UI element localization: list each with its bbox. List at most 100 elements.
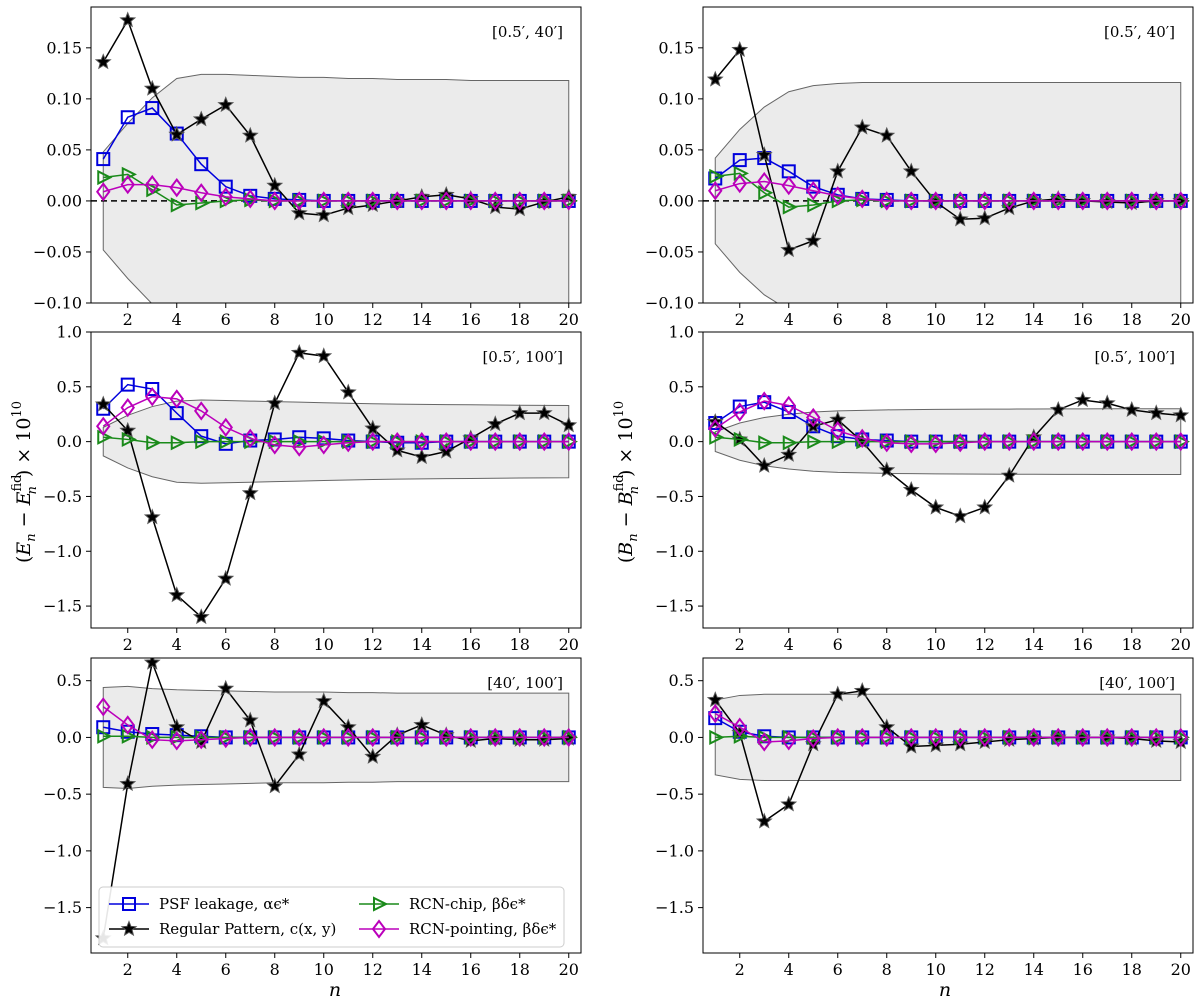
series-line-point [714,712,1181,743]
marker-point-9 [904,191,919,211]
marker-chip-4 [782,199,798,215]
marker-point-3 [145,174,160,195]
marker-rp-17 [486,415,504,432]
marker-point-4 [169,177,184,198]
x-tick-label: 18 [1122,310,1142,329]
marker-point-3 [145,730,160,750]
marker-psf-3 [145,382,160,397]
marker-point-10 [928,191,943,211]
marker-chip-5 [807,434,823,450]
x-tick-label: 18 [510,310,530,329]
marker-point-3 [757,732,772,752]
marker-point-18 [1124,727,1139,748]
marker-point-3 [757,391,772,411]
marker-rp-5 [192,608,210,625]
y-tick-label: −1.0 [655,542,694,561]
marker-point-1 [96,416,111,436]
marker-rp-15 [1049,400,1067,417]
marker-point-16 [1075,431,1090,452]
marker-rp-10 [315,206,333,223]
marker-point-11 [341,727,356,748]
marker-rp-1 [706,691,724,708]
axes-frame [702,6,1194,304]
y-tick-label: 0.00 [658,191,694,210]
marker-rp-2 [731,41,749,58]
y-tick-label: −0.5 [655,785,694,804]
marker-point-11 [341,433,356,453]
x-tick-label: 6 [833,310,843,329]
marker-point-10 [316,435,331,455]
marker-rp-7 [853,118,871,135]
marker-point-17 [488,191,503,211]
marker-psf-2 [732,153,747,168]
marker-rp-4 [168,718,186,735]
marker-point-10 [316,727,331,748]
y-tick-label: 0.5 [669,377,694,396]
axes-frame [702,657,1194,954]
marker-rp-12 [364,747,382,764]
series-point [708,391,1188,454]
marker-point-6 [218,728,233,749]
range-label: [40′, 100′] [1099,674,1175,692]
marker-chip-2 [733,431,749,448]
marker-point-10 [316,191,331,211]
marker-chip-4 [170,435,186,451]
legend-marker-psf [122,897,136,911]
panel-E-0.5-40: −0.10 −0.05 0.00 0.05 0.10 0.15 2 4 6 8 10 12 14 16 18… [33,6,582,329]
marker-rp-13 [1000,466,1018,483]
marker-point-8 [879,433,894,453]
series-point [96,697,576,751]
y-tick-label: 0.10 [46,89,82,108]
series-point [708,171,1188,211]
marker-point-1 [96,697,111,717]
marker-point-7 [243,727,258,748]
marker-point-12 [977,191,992,211]
marker-point-14 [1026,191,1041,211]
marker-point-19 [1149,727,1164,748]
marker-point-13 [1002,431,1017,452]
marker-rp-16 [1074,391,1092,408]
x-tick-label: 16 [1073,635,1093,654]
marker-rp-1 [94,53,112,70]
x-tick-label: 8 [882,960,892,979]
marker-rp-9 [902,162,920,179]
x-tick-label: 14 [1024,635,1044,654]
legend-entry-point: RCN-pointing, βδϵ* [359,919,557,939]
plot-area [706,682,1190,829]
marker-point-8 [267,435,282,455]
x-tick-label: 10 [314,635,334,654]
marker-point-4 [169,389,184,409]
x-tick-label: 20 [559,635,579,654]
x-axis-title-right: n [939,979,951,1001]
legend-label-point: RCN-pointing, βδϵ* [409,920,557,938]
marker-rp-9 [290,204,308,221]
marker-point-13 [390,727,405,748]
x-tick-label: 6 [833,635,843,654]
x-tick-label: 6 [221,635,231,654]
marker-point-13 [1002,727,1017,748]
x-tick-label: 12 [363,310,383,329]
marker-rp-3 [755,146,773,163]
x-tick-label: 14 [1024,960,1044,979]
x-tick-label: 14 [412,635,432,654]
marker-rp-8 [878,461,896,478]
marker-point-20 [561,191,576,211]
marker-point-2 [732,402,747,422]
marker-point-17 [1100,727,1115,748]
marker-rp-6 [829,162,847,179]
marker-point-12 [365,727,380,748]
marker-rp-10 [927,498,945,515]
marker-rp-12 [364,419,382,436]
y-tick-label: 1.0 [57,323,82,342]
legend-label-rp: Regular Pattern, c(x, y) [159,920,336,938]
x-tick-label: 8 [882,310,892,329]
series-point [96,387,576,457]
y-tick-label: 0.05 [658,140,694,159]
marker-point-18 [512,727,527,748]
x-tick-label: 10 [314,310,334,329]
marker-chip-3 [758,435,774,451]
range-label: [0.5′, 40′] [492,23,563,41]
panels-group: −0.10 −0.05 0.00 0.05 0.10 0.15 2 4 6 8 10 12 14 16 18… [33,6,1194,979]
marker-rp-2 [119,775,137,792]
marker-point-7 [855,727,870,748]
